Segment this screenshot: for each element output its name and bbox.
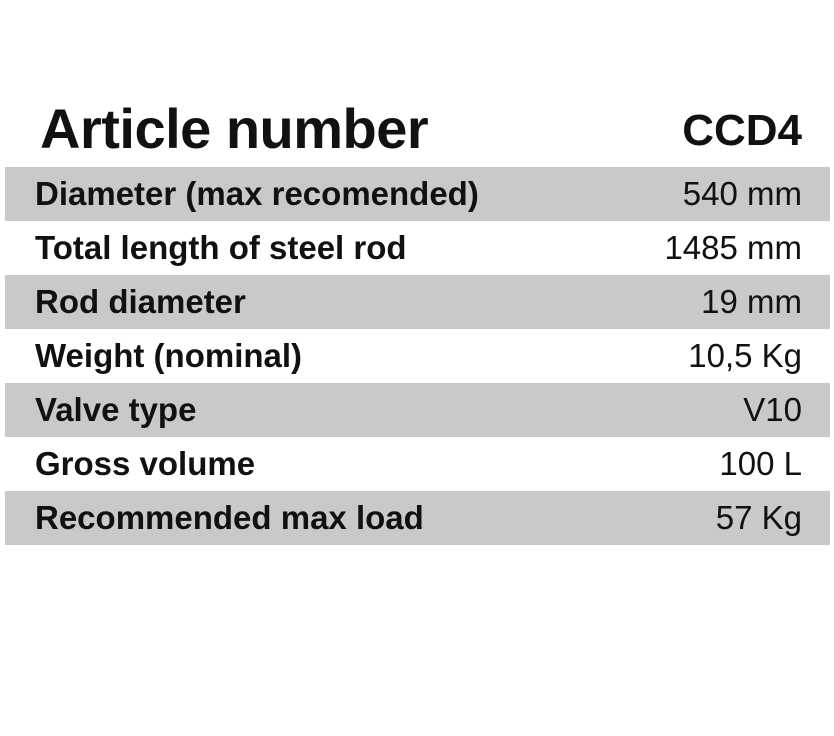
row-value: 19 mm bbox=[701, 283, 802, 320]
table-row: Recommended max load 57 Kg bbox=[5, 491, 830, 545]
row-label: Gross volume bbox=[35, 445, 256, 482]
row-value: 57 Kg bbox=[715, 499, 802, 536]
table-row: Gross volume 100 L bbox=[5, 437, 830, 491]
row-label: Diameter (max recomended) bbox=[35, 175, 479, 212]
row-label: Weight (nominal) bbox=[35, 337, 303, 374]
table-header: Article number CCD4 bbox=[0, 96, 834, 162]
row-label: Rod diameter bbox=[35, 283, 246, 320]
table-row: Valve type V10 bbox=[5, 383, 830, 437]
row-value: V10 bbox=[743, 391, 802, 428]
row-value: 540 mm bbox=[682, 175, 802, 212]
header-label: Article number bbox=[40, 97, 429, 160]
table-row: Diameter (max recomended) 540 mm bbox=[5, 167, 830, 221]
row-label: Recommended max load bbox=[35, 499, 424, 536]
row-value: 1485 mm bbox=[664, 229, 802, 266]
row-label: Total length of steel rod bbox=[35, 229, 407, 266]
header-value: CCD4 bbox=[682, 106, 802, 155]
spec-table: Diameter (max recomended) 540 mm Total l… bbox=[5, 167, 830, 545]
table-row: Rod diameter 19 mm bbox=[5, 275, 830, 329]
table-row: Weight (nominal) 10,5 Kg bbox=[5, 329, 830, 383]
table-row: Total length of steel rod 1485 mm bbox=[5, 221, 830, 275]
row-value: 10,5 Kg bbox=[688, 337, 802, 374]
row-label: Valve type bbox=[35, 391, 197, 428]
row-value: 100 L bbox=[719, 445, 802, 482]
